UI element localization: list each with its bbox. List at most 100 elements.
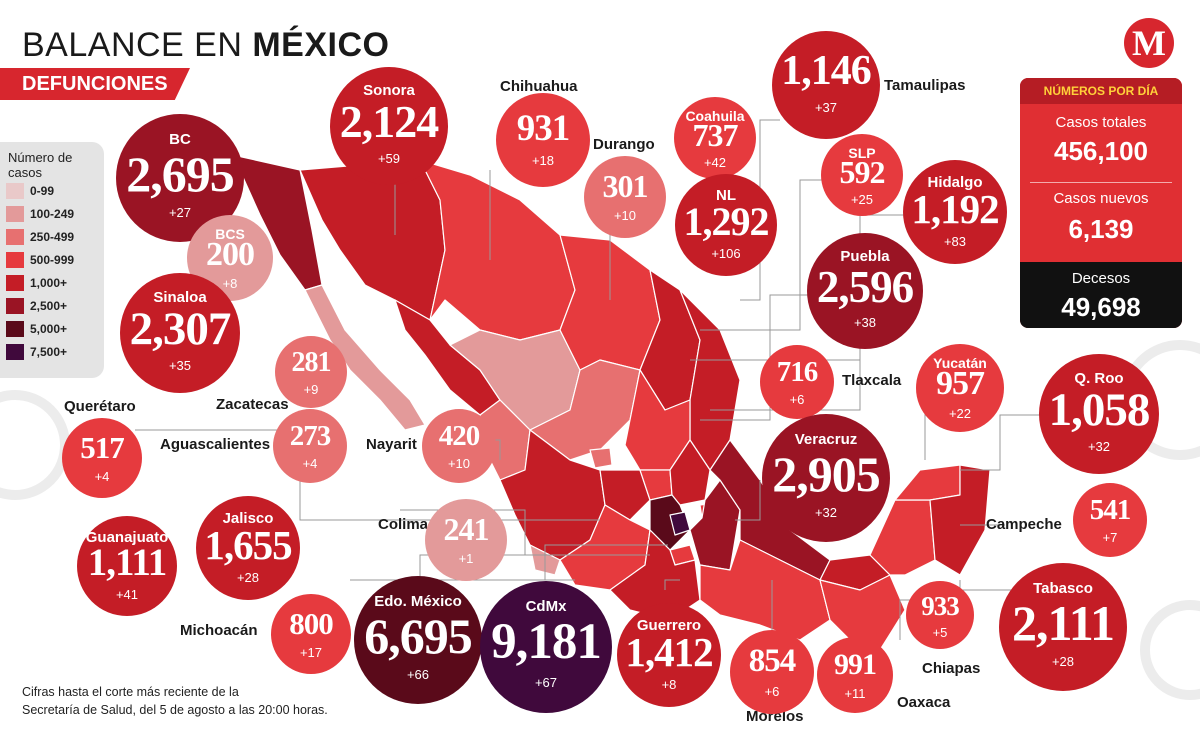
legend-swatch (6, 206, 24, 222)
state-total: 931 (516, 108, 571, 150)
legend-swatch (6, 183, 24, 199)
state-delta: +11 (844, 685, 866, 701)
state-total: 1,146 (781, 48, 872, 95)
legend-swatch (6, 298, 24, 314)
state-name: Tlaxcala (842, 372, 902, 389)
state-name: Zacatecas (216, 396, 289, 413)
state-delta: +42 (703, 155, 727, 171)
state-total: 1,292 (683, 199, 770, 245)
state-total: 991 (834, 648, 877, 682)
state-total: 420 (438, 420, 481, 453)
state-total: 1,058 (1048, 383, 1151, 436)
state-name: Tabasco (1033, 579, 1093, 597)
state-delta: +8 (661, 676, 677, 692)
legend-item: 250-499 (6, 228, 74, 246)
state-bubble-edomex: Edo. México 6,695 +66 (354, 576, 482, 704)
total-cases-label: Casos totales (1055, 114, 1147, 131)
state-name: BC (169, 130, 191, 148)
state-bubble-yucatan: Yucatán 957 +22 (916, 344, 1004, 432)
deaths-section: Decesos 49,698 (1020, 262, 1182, 328)
state-total: 854 (748, 642, 797, 679)
state-name: Edo. México (374, 592, 462, 610)
state-bubble-jalisco: Jalisco 1,655 +28 (196, 496, 300, 600)
state-name: Durango (593, 136, 655, 153)
legend-swatch (6, 344, 24, 360)
state-total: 2,695 (126, 145, 235, 202)
page-subtitle: DEFUNCIONES (22, 73, 168, 95)
state-delta: +28 (236, 569, 260, 585)
state-bubble-durango: 301 +10 (584, 156, 666, 238)
stats-divider (1030, 182, 1172, 183)
state-name: Nayarit (366, 436, 417, 453)
state-bubble-chiapas: 933 +5 (906, 581, 974, 649)
state-bubble-hidalgo: Hidalgo 1,192 +83 (903, 160, 1007, 264)
state-total: 1,192 (911, 185, 999, 232)
virus-decoration-icon (1140, 600, 1200, 700)
state-total: 241 (443, 511, 490, 548)
state-bubble-chihuahua: 931 +18 (496, 93, 590, 187)
state-total: 2,111 (1012, 594, 1115, 651)
state-total: 273 (289, 420, 332, 453)
legend-item: 7,500+ (6, 343, 67, 361)
state-name: Q. Roo (1074, 369, 1124, 387)
state-delta: +4 (94, 469, 110, 485)
legend-swatch (6, 275, 24, 291)
state-name: Sinaloa (153, 288, 207, 306)
state-bubble-coahuila: Coahuila 737 +42 (674, 97, 756, 179)
state-delta: +59 (377, 150, 401, 166)
footnote-line: Cifras hasta el corte más reciente de la (22, 685, 239, 699)
state-bubble-oaxaca: 991 +11 (817, 637, 893, 713)
state-name: Michoacán (180, 622, 258, 639)
state-delta: +32 (1087, 439, 1111, 455)
state-delta: +8 (222, 276, 238, 292)
state-bubble-nl: NL 1,292 +106 (675, 174, 777, 276)
state-name: Jalisco (222, 509, 274, 527)
legend-item: 2,500+ (6, 297, 67, 315)
state-bubble-campeche: 541 +7 (1073, 483, 1147, 557)
state-delta: +18 (531, 153, 555, 169)
subtitle-banner (0, 68, 190, 100)
state-total: 1,412 (625, 628, 713, 675)
state-bubble-nayarit: 420 +10 (422, 409, 496, 483)
state-bubble-aguascalientes: 273 +4 (273, 409, 347, 483)
state-total: 281 (291, 346, 332, 378)
state-name: Querétaro (64, 398, 136, 415)
state-name: Guanajuato (85, 529, 169, 546)
state-bubble-veracruz: Veracruz 2,905 +32 (762, 414, 890, 542)
legend-label: 2,500+ (30, 299, 68, 313)
state-bubble-morelos: 854 +6 (730, 630, 814, 714)
stats-header: NÚMEROS POR DÍA (1020, 78, 1182, 104)
state-total: 2,307 (129, 302, 232, 355)
state-name: Colima (378, 516, 429, 533)
state-total: 2,905 (772, 445, 881, 502)
legend-label: 100-249 (30, 207, 75, 221)
state-total: 1,111 (87, 541, 167, 584)
state-name: Hidalgo (927, 173, 983, 191)
state-name: Chiapas (922, 660, 981, 677)
state-delta: +66 (406, 666, 430, 682)
state-total: 800 (289, 606, 334, 641)
state-bubble-bcs: BCS 200 +8 (187, 215, 273, 301)
legend-label: 5,000+ (30, 322, 68, 336)
state-name: Yucatán (933, 355, 987, 372)
legend-label: 1,000+ (30, 276, 68, 290)
state-delta: +28 (1051, 653, 1075, 669)
deaths-value: 49,698 (1061, 292, 1141, 322)
state-bubble-tlaxcala: 716 +6 (760, 345, 834, 419)
legend-swatch (6, 229, 24, 245)
legend-label: 250-499 (30, 230, 75, 244)
state-delta: +27 (168, 204, 192, 220)
state-bubble-qroo: Q. Roo 1,058 +32 (1039, 354, 1159, 474)
legend-item: 5,000+ (6, 320, 67, 338)
state-delta: +6 (789, 392, 805, 408)
page-title: BALANCE EN MÉXICO (22, 26, 390, 64)
state-total: 517 (80, 430, 125, 465)
legend-label: 500-999 (30, 253, 75, 267)
state-total: 9,181 (491, 613, 602, 670)
footnote-line: Secretaría de Salud, del 5 de agosto a l… (22, 703, 328, 717)
deaths-label: Decesos (1071, 270, 1131, 287)
state-name: Oaxaca (897, 694, 951, 711)
state-total: 301 (602, 168, 649, 205)
